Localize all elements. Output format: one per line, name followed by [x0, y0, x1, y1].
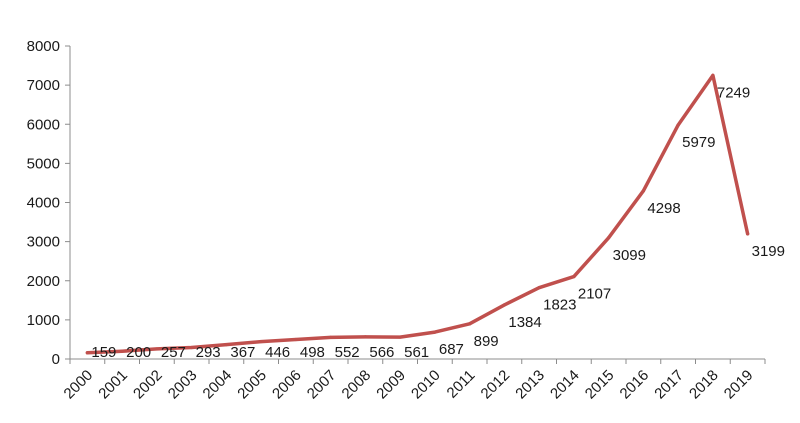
x-tick-label: 2008 — [339, 367, 375, 403]
data-label: 200 — [126, 344, 151, 361]
x-tick-label: 2014 — [547, 367, 583, 403]
x-tick-label: 2015 — [582, 367, 618, 403]
y-tick-label: 6000 — [27, 116, 60, 133]
data-point — [711, 73, 715, 77]
x-tick-label: 2006 — [269, 367, 305, 403]
x-tick-label: 2011 — [444, 367, 479, 402]
x-tick-label: 2012 — [478, 367, 514, 403]
data-label: 446 — [265, 344, 290, 361]
y-tick-label: 5000 — [27, 155, 60, 172]
data-point — [85, 351, 89, 355]
data-point — [398, 335, 402, 339]
data-label: 3099 — [613, 247, 646, 264]
x-tick-label: 2016 — [617, 367, 653, 403]
x-tick-label: 2010 — [408, 367, 444, 403]
y-tick-label: 3000 — [27, 234, 60, 251]
data-label: 498 — [300, 344, 325, 361]
data-point — [572, 274, 576, 279]
data-point — [329, 335, 333, 340]
x-tick-label: 2004 — [200, 367, 236, 403]
y-tick-label: 7000 — [27, 77, 60, 94]
data-point — [190, 345, 194, 350]
data-label: 566 — [369, 344, 394, 361]
data-labels: 159 200 257 293 367 446 498 552 566 561 687 899 1384… — [91, 84, 785, 361]
data-point — [155, 347, 159, 351]
data-point — [120, 349, 124, 353]
data-point — [641, 189, 645, 193]
y-tick-label: 4000 — [27, 195, 60, 212]
data-label: 257 — [161, 344, 186, 361]
data-label: 687 — [439, 341, 464, 358]
x-tick-label: 2017 — [651, 367, 687, 403]
series-line-0 — [85, 73, 750, 355]
data-label: 1384 — [508, 314, 541, 331]
x-tick-label: 2003 — [165, 367, 201, 403]
x-tick-label: 2019 — [721, 367, 757, 403]
data-label: 3199 — [752, 243, 785, 260]
data-point — [294, 337, 298, 342]
data-label: 561 — [404, 344, 429, 361]
data-point — [676, 123, 680, 127]
data-point — [746, 232, 750, 236]
data-point — [433, 330, 437, 334]
data-point — [224, 343, 228, 347]
data-label: 367 — [230, 344, 255, 361]
x-tick-label: 2013 — [512, 367, 548, 403]
x-tick-label: 2002 — [130, 367, 166, 403]
x-tick-label: 2005 — [234, 367, 270, 403]
data-label: 293 — [196, 344, 221, 361]
x-tick-label: 2000 — [61, 367, 97, 403]
y-tick-label: 8000 — [27, 38, 60, 55]
y-tick-label: 2000 — [27, 273, 60, 290]
x-tick-label: 2001 — [95, 367, 131, 403]
data-label: 159 — [91, 344, 116, 361]
data-point — [259, 339, 263, 344]
data-point — [607, 236, 611, 240]
y-axis: 0 1000 2000 3000 4000 5000 6000 7000 8000 — [27, 38, 71, 368]
y-tick-label: 1000 — [27, 312, 60, 329]
data-label: 4298 — [647, 200, 680, 217]
data-label: 1823 — [543, 297, 576, 314]
data-point — [537, 286, 541, 290]
data-point — [363, 335, 367, 339]
series-group — [85, 73, 750, 355]
y-tick-label: 0 — [52, 351, 60, 368]
data-label: 2107 — [578, 286, 611, 303]
data-point — [502, 303, 506, 307]
x-tick-label: 2018 — [686, 367, 722, 403]
data-label: 552 — [335, 344, 360, 361]
x-tick-label: 2007 — [304, 367, 340, 403]
data-label: 5979 — [682, 134, 715, 151]
data-label: 7249 — [717, 84, 750, 101]
data-label: 899 — [474, 333, 499, 350]
data-point — [468, 322, 472, 326]
x-axis: 2000 2001 2002 2003 2004 2005 2006 2007 2008 2009… — [61, 358, 766, 403]
x-tick-label: 2009 — [373, 367, 409, 403]
